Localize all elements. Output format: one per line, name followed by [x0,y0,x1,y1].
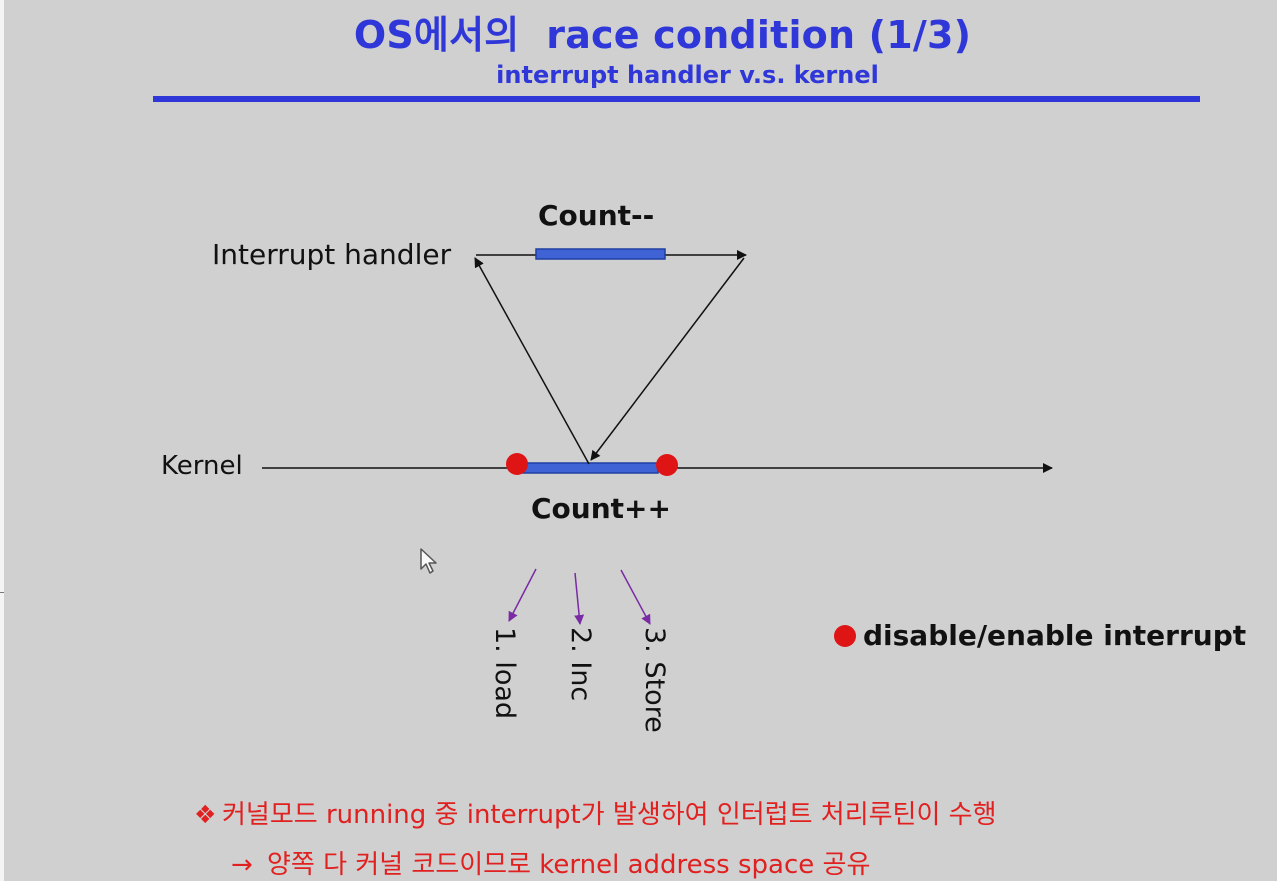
red-circle-icon [834,624,856,647]
title-underline [153,96,1200,102]
count-decrement-segment [535,248,666,260]
slide-title: OS에서의 race condition (1/3) [353,13,972,57]
left-window-divider [0,592,4,593]
inc-step-label: 2. Inc [565,627,596,702]
note-line-1-text: 커널모드 running 중 interrupt가 발생하여 인터럽트 처리루틴… [222,800,997,830]
kernel-label: Kernel [161,451,243,481]
interrupt-handler-label: Interrupt handler [212,238,452,271]
note-line-2-text: 양쪽 다 커널 코드이므로 kernel address space 공유 [267,850,871,880]
store-step-arrow [620,569,651,625]
count-increment-segment [517,462,659,474]
count-increment-label: Count++ [531,492,671,525]
store-step-label: 3. Store [639,627,670,733]
right-arrow-icon: → [231,850,253,880]
slide-subtitle: interrupt handler v.s. kernel [496,61,879,89]
note-line-2: → 양쪽 다 커널 코드이므로 kernel address space 공유 [231,849,870,881]
diamond-bullet-icon: ❖ [194,800,217,829]
interrupt-return-arrow [590,257,745,461]
enable-interrupt-marker-icon [656,454,678,476]
inc-step-arrow [574,572,585,625]
note-line-1: ❖ 커널모드 running 중 interrupt가 발생하여 인터럽트 처리루… [194,799,997,831]
left-window-edge [0,0,4,881]
count-decrement-label: Count-- [538,199,655,232]
kernel-to-interrupt-arrow [474,257,590,465]
load-step-label: 1. load [489,627,520,720]
legend-label: disable/enable interrupt [863,619,1247,652]
load-step-arrow [508,568,537,622]
disable-interrupt-marker-icon [506,453,528,475]
interrupt-marker-legend: disable/enable interrupt [834,619,1246,652]
mouse-pointer-icon [420,548,437,574]
